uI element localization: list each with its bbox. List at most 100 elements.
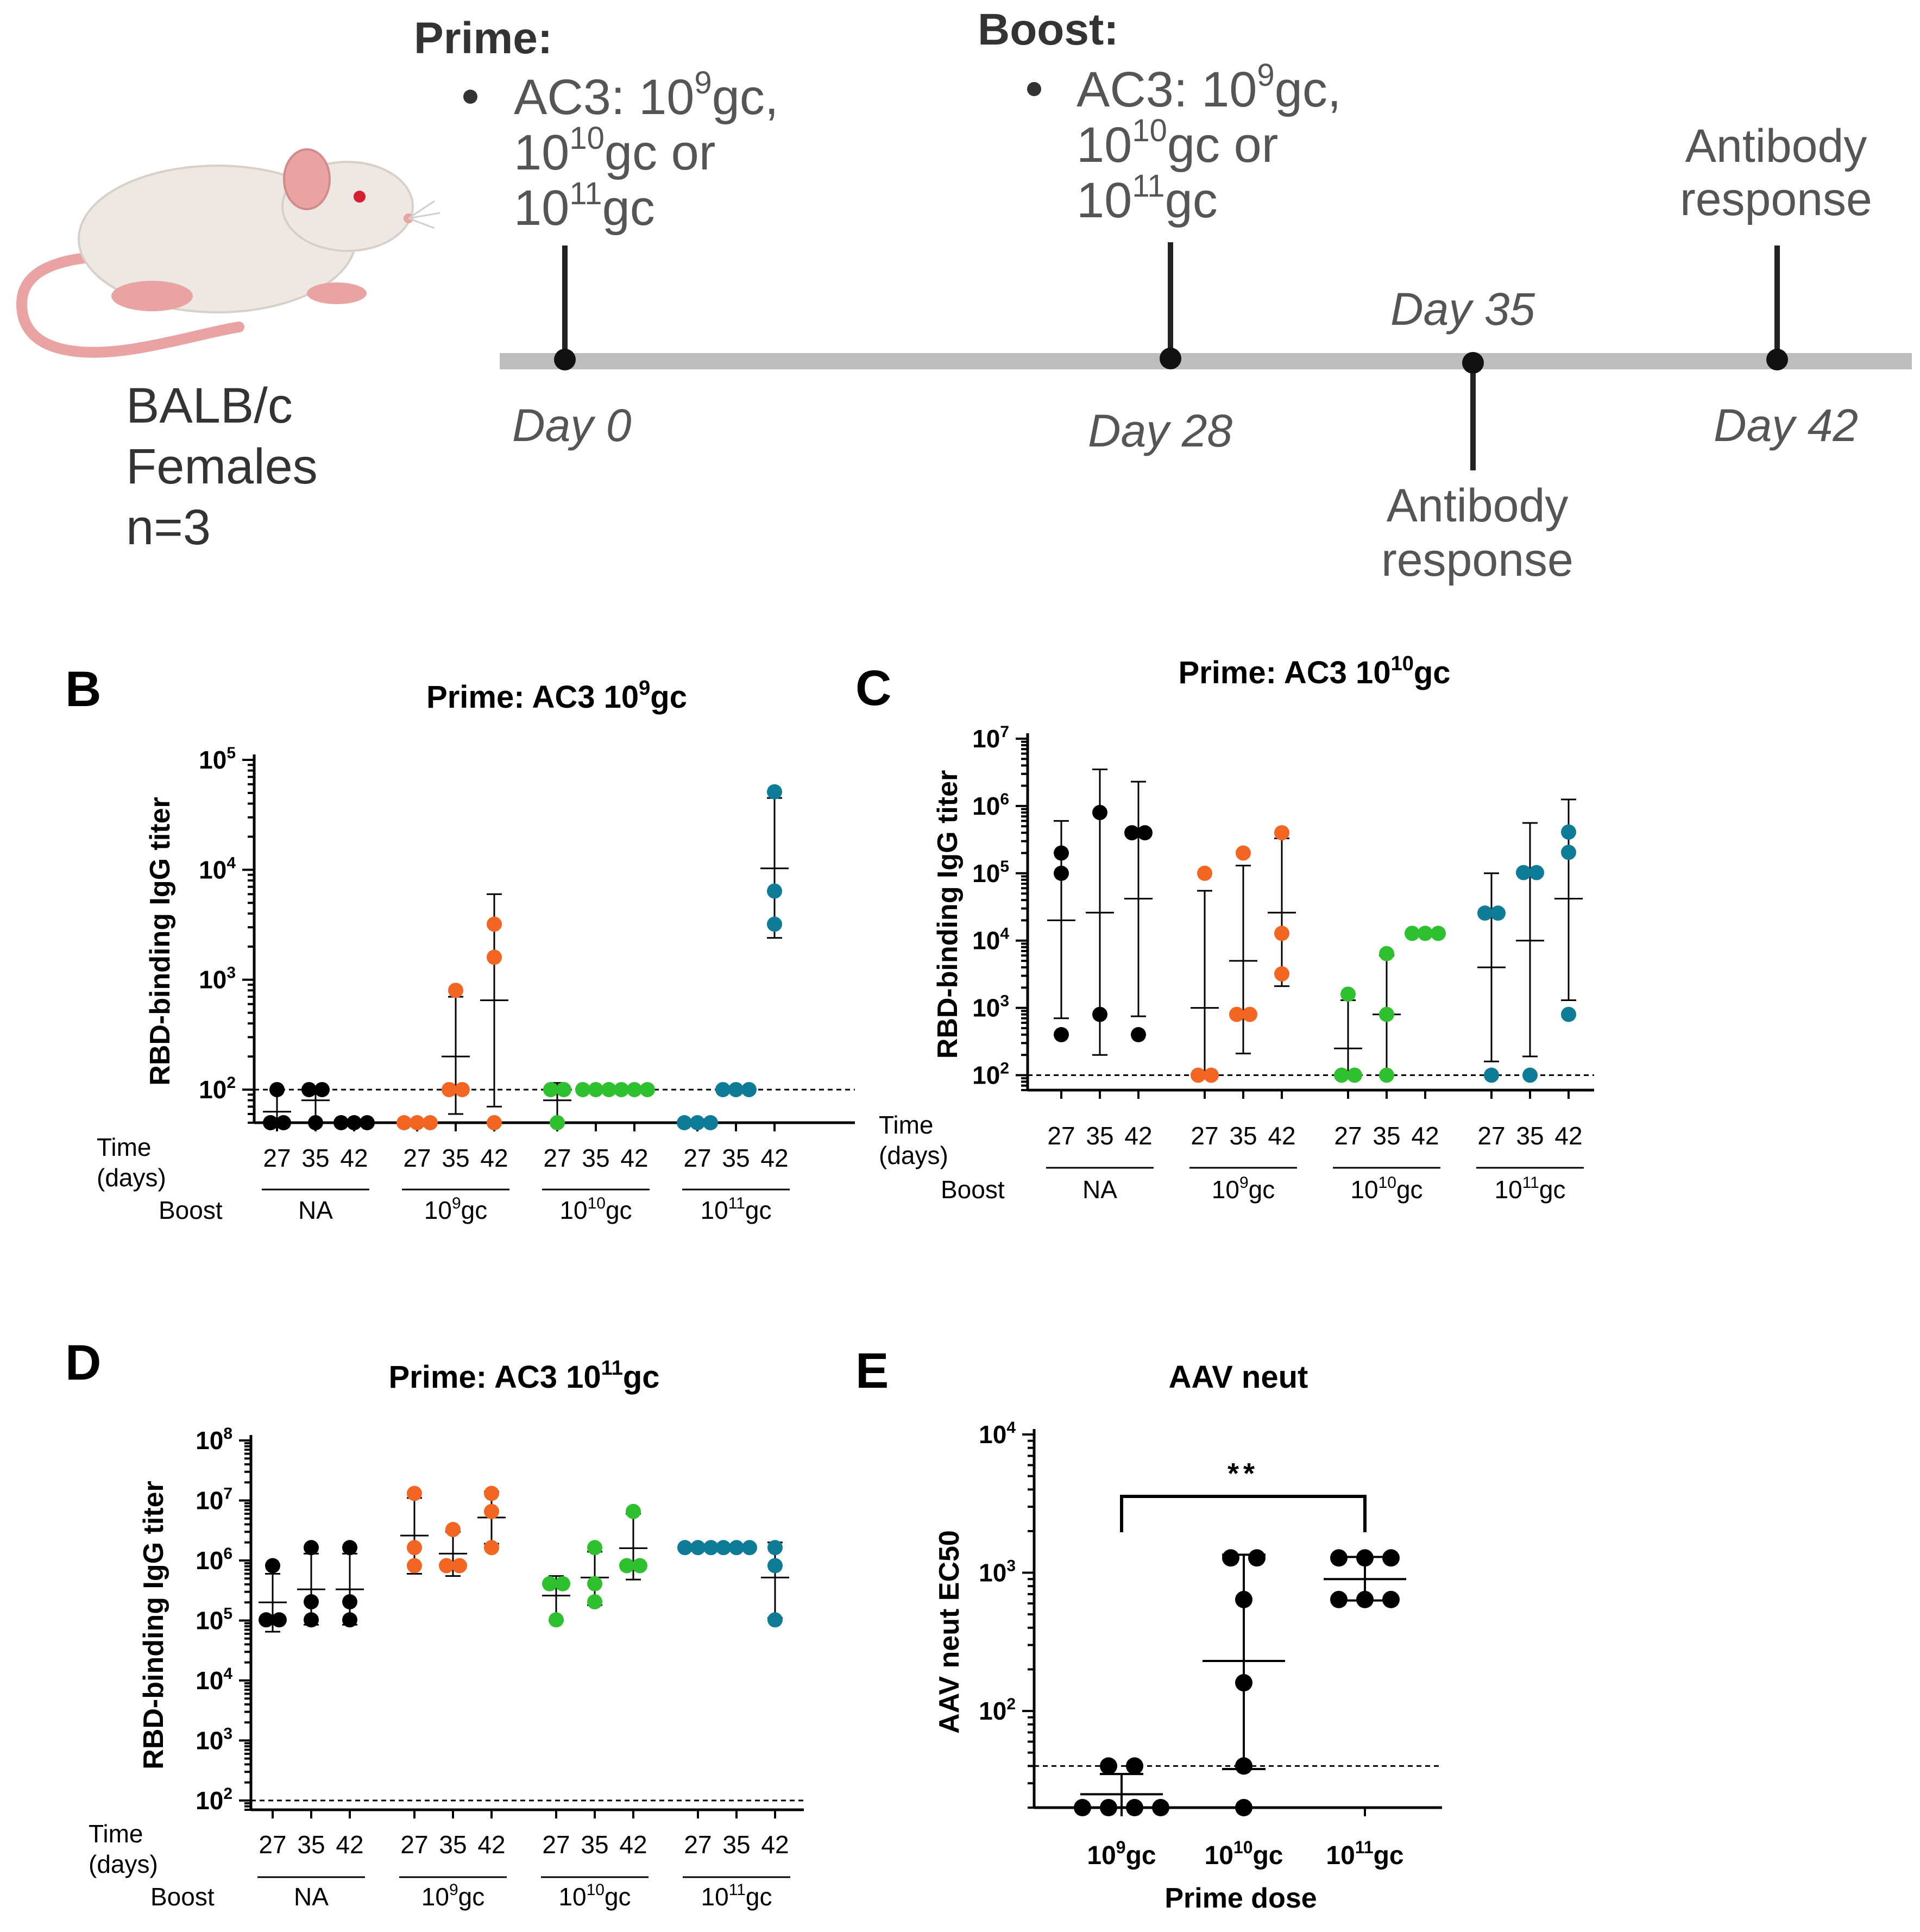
y-tick-label: 105 [196,1604,232,1634]
y-tick-label-base: 10 [196,1606,223,1634]
data-point [703,1540,719,1556]
data-point [741,1082,757,1098]
data-point [1330,1549,1348,1567]
y-tick-label-sup: 2 [1006,1695,1016,1713]
data-point [423,1115,438,1130]
group-label: 1010gc [558,1881,631,1911]
x-tick-label: 42 [1554,1122,1582,1150]
data-point [1222,1549,1239,1567]
antibody-response-bottom-line-2: response [1381,534,1573,586]
data-point [1197,865,1212,881]
x-tick-label: 35 [301,1144,329,1172]
data-point [1126,1799,1143,1816]
x-tick-label: 35 [1086,1122,1113,1150]
data-point [677,1540,693,1556]
y-tick-label: 103 [972,992,1009,1022]
group-label-sup: 11 [729,1881,746,1899]
y-tick-label-sup: 3 [1000,992,1009,1010]
group-label-tail: gc [746,1883,772,1911]
data-point [342,1540,357,1556]
group-label-base: 10 [1350,1175,1378,1204]
data-point [263,1115,278,1130]
y-tick-label-sup: 8 [223,1425,232,1443]
prime-bullet [463,90,477,104]
group-label-base: 10 [701,1196,728,1224]
panel-letter-c: C [855,660,891,716]
y-tick-label-sup: 4 [1006,1419,1016,1437]
y-axis-label: RBD-binding IgG titer [144,797,176,1085]
data-point [487,949,502,965]
panel-letter-e: E [855,1343,889,1399]
group-label-tail: gc [1539,1175,1566,1204]
timeline-bar [500,353,1912,369]
boost-line-1: AC3: 109gc, [1077,58,1341,117]
x-tick-label: 1011gc [1326,1837,1403,1870]
x-tick-label: 27 [259,1830,286,1859]
y-tick-label-sup: 2 [223,1785,232,1803]
mouse-label-line-1: BALB/c [126,378,293,433]
data-point [1334,1067,1349,1083]
y-tick-label-sup: 2 [226,1074,236,1092]
group-label-sup: 10 [587,1881,605,1899]
y-tick-label: 104 [196,1665,232,1695]
y-tick-label: 104 [199,854,236,884]
data-point [1074,1799,1091,1816]
data-point [1356,1549,1374,1567]
y-tick-label: 106 [196,1545,232,1575]
significance-label: ** [1227,1457,1259,1490]
x-tick-label: 27 [543,1144,571,1172]
data-point [410,1115,425,1130]
chart-title: Prime: AC3 1011gc [389,1357,660,1395]
y-tick-label-base: 10 [199,1075,226,1104]
data-point [259,1612,274,1628]
y-tick-label-sup: 3 [226,964,236,982]
data-point [342,1612,357,1628]
y-tick-label: 107 [196,1484,232,1514]
y-tick-label: 104 [972,925,1009,955]
data-point [1235,1757,1252,1775]
antibody-response-top-line-1: Antibody [1685,120,1867,172]
group-label: NA [1082,1175,1117,1204]
y-tick-label-base: 10 [199,855,226,884]
y-tick-label-sup: 4 [1000,925,1009,943]
data-point [767,883,782,899]
y-tick-label-base: 10 [972,725,1000,753]
group-label-base: NA [298,1196,333,1224]
data-point [575,1082,590,1098]
chart-title: AAV neut [1169,1360,1308,1395]
data-point [767,1612,783,1628]
data-point [455,1082,470,1098]
y-tick-label: 102 [972,1060,1009,1090]
x-tick-label: 27 [400,1830,428,1859]
group-label-base: 10 [559,1196,587,1224]
group-label: 109gc [421,1881,484,1911]
chart-title-base: Prime: AC3 10 [426,679,639,715]
chart-title-base: Prime: AC3 10 [389,1360,601,1395]
timeline-dot-day42 [1766,349,1788,370]
group-label-base: 10 [424,1196,452,1224]
data-point [304,1594,319,1610]
y-tick-label-sup: 3 [223,1725,232,1742]
data-point [729,1540,744,1556]
x-tick-label: 35 [722,1830,750,1859]
y-tick-label-sup: 6 [223,1545,232,1563]
x-tick-label: 42 [477,1830,505,1859]
data-point [1235,1674,1252,1692]
boost-bullet [1027,82,1041,96]
x-tick-label: 109gc [1087,1837,1156,1870]
data-point [767,916,782,932]
data-point [1347,1067,1362,1083]
data-point [614,1082,629,1098]
group-label: 1010gc [1350,1174,1422,1204]
data-point [556,1082,571,1098]
x-tick-label: 35 [439,1830,467,1859]
antibody-response-bottom-line-1: Antibody [1387,480,1569,532]
day-42-label: Day 42 [1714,400,1858,451]
x-tick-label: 27 [403,1144,431,1172]
data-point [703,1115,718,1130]
prime-line-1: AC3: 109gc, [514,65,778,125]
data-point [1152,1799,1169,1816]
y-tick-label-base: 10 [979,1559,1006,1587]
